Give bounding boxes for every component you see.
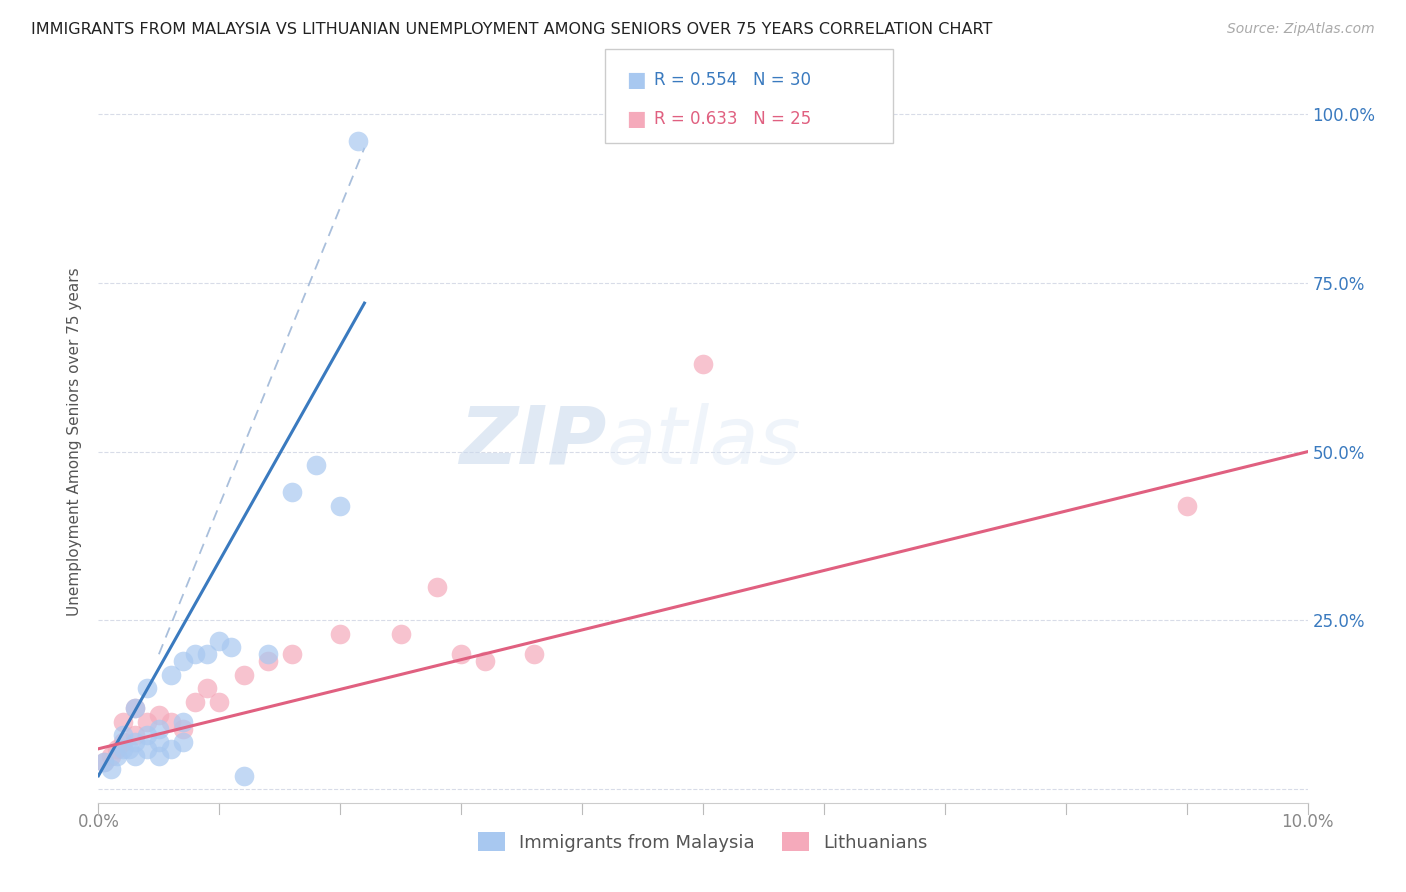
Text: R = 0.633   N = 25: R = 0.633 N = 25 bbox=[654, 110, 811, 128]
Point bbox=[93, 756, 115, 770]
Point bbox=[426, 580, 449, 594]
Text: R = 0.554   N = 30: R = 0.554 N = 30 bbox=[654, 71, 811, 89]
Point bbox=[281, 647, 304, 661]
Point bbox=[389, 627, 412, 641]
Point bbox=[148, 708, 170, 723]
Point bbox=[148, 735, 170, 749]
Point bbox=[148, 748, 170, 763]
Point bbox=[105, 741, 128, 756]
Point bbox=[100, 748, 122, 763]
Point bbox=[208, 633, 231, 648]
Point bbox=[232, 769, 254, 783]
Point bbox=[329, 627, 352, 641]
Point bbox=[124, 728, 146, 742]
Point bbox=[1175, 499, 1198, 513]
Point bbox=[692, 357, 714, 371]
Point bbox=[172, 714, 194, 729]
Point bbox=[118, 741, 141, 756]
Text: ■: ■ bbox=[626, 109, 645, 128]
Point bbox=[111, 728, 134, 742]
Point bbox=[135, 741, 157, 756]
Point bbox=[124, 701, 146, 715]
Point bbox=[160, 714, 183, 729]
Point bbox=[100, 762, 122, 776]
Point bbox=[305, 458, 328, 472]
Point bbox=[160, 741, 183, 756]
Point bbox=[256, 647, 278, 661]
Point bbox=[135, 728, 157, 742]
Point bbox=[111, 741, 134, 756]
Point bbox=[221, 640, 243, 655]
Point bbox=[93, 756, 115, 770]
Point bbox=[124, 735, 146, 749]
Y-axis label: Unemployment Among Seniors over 75 years: Unemployment Among Seniors over 75 years bbox=[67, 268, 83, 615]
Text: Source: ZipAtlas.com: Source: ZipAtlas.com bbox=[1227, 22, 1375, 37]
Point bbox=[474, 654, 496, 668]
Point bbox=[184, 647, 207, 661]
Point bbox=[329, 499, 352, 513]
Point bbox=[347, 134, 370, 148]
Point bbox=[160, 667, 183, 681]
Point bbox=[450, 647, 472, 661]
Text: ■: ■ bbox=[626, 70, 645, 90]
Point bbox=[172, 654, 194, 668]
Point bbox=[232, 667, 254, 681]
Point bbox=[195, 647, 218, 661]
Point bbox=[195, 681, 218, 695]
Text: atlas: atlas bbox=[606, 402, 801, 481]
Point bbox=[172, 735, 194, 749]
Point bbox=[208, 694, 231, 708]
Point bbox=[135, 681, 157, 695]
Point bbox=[256, 654, 278, 668]
Point bbox=[135, 714, 157, 729]
Point bbox=[111, 714, 134, 729]
Point bbox=[281, 485, 304, 500]
Legend: Immigrants from Malaysia, Lithuanians: Immigrants from Malaysia, Lithuanians bbox=[471, 825, 935, 859]
Point bbox=[124, 748, 146, 763]
Text: IMMIGRANTS FROM MALAYSIA VS LITHUANIAN UNEMPLOYMENT AMONG SENIORS OVER 75 YEARS : IMMIGRANTS FROM MALAYSIA VS LITHUANIAN U… bbox=[31, 22, 993, 37]
Point bbox=[184, 694, 207, 708]
Point bbox=[148, 722, 170, 736]
Point bbox=[111, 735, 134, 749]
Point bbox=[105, 748, 128, 763]
Point bbox=[124, 701, 146, 715]
Point bbox=[523, 647, 546, 661]
Text: ZIP: ZIP bbox=[458, 402, 606, 481]
Point bbox=[172, 722, 194, 736]
